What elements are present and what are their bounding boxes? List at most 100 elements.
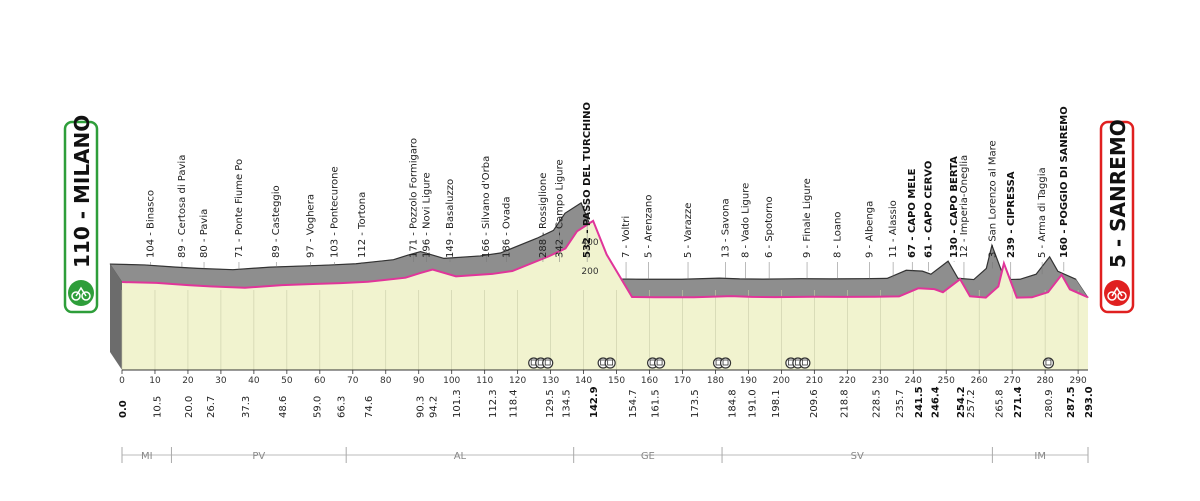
finish-label: 5 - SANREMO [1106, 119, 1130, 268]
x-tick-label: 80 [380, 376, 392, 386]
waypoint-km-label: 48.6 [278, 396, 289, 418]
wheel-icon [81, 291, 91, 301]
waypoint-name-label: 71 - Ponte Fiume Po [234, 159, 245, 258]
icon-detail [607, 359, 614, 366]
waypoint-name-label: 166 - Silvano d'Orba [481, 156, 492, 258]
wheel-icon [1117, 291, 1127, 301]
waypoint-km-label: 118.4 [508, 389, 519, 418]
waypoint-km-label: 287.5 [1066, 386, 1077, 418]
elev-tick-label: 400 [581, 238, 598, 248]
x-tick-label: 120 [509, 376, 526, 386]
x-tick-label: 0 [119, 376, 125, 386]
waypoint-name-label: 196 - Novi Ligure [422, 172, 433, 258]
waypoint-name-label: 5 - Arma di Taggia [1037, 167, 1048, 258]
waypoint-km-label: 265.8 [994, 389, 1005, 418]
waypoint-km-label: 191.0 [748, 389, 759, 418]
feed-zone-icon [719, 357, 732, 369]
province-label: IM [1034, 451, 1046, 462]
x-tick-label: 240 [905, 376, 922, 386]
start-bike-icon [68, 280, 94, 306]
waypoint-km-label: 241.5 [914, 386, 925, 418]
finish-box [1099, 120, 1135, 314]
x-tick-label: 280 [1037, 376, 1054, 386]
waypoint-name-label: 532 - PASSO DEL TURCHINO [582, 102, 593, 258]
waypoint-name-label: 89 - Casteggio [271, 185, 282, 258]
x-tick-label: 290 [1070, 376, 1087, 386]
waypoint-km-label: 173.5 [690, 389, 701, 418]
x-tick-label: 50 [281, 376, 293, 386]
waypoint-name-label: 186 - Ovada [501, 197, 512, 258]
waypoint-km-label: 0.0 [118, 400, 129, 418]
waypoint-name-label: 12 - Imperia-Oneglia [959, 155, 970, 258]
waypoint-km-label: 59.0 [313, 396, 324, 418]
x-tick-label: 160 [641, 376, 658, 386]
finish-bike-icon [1104, 280, 1130, 306]
x-tick-label: 150 [608, 376, 625, 386]
waypoint-km-label: 257.2 [966, 389, 977, 418]
waypoint-km-label: 134.5 [561, 389, 572, 418]
waypoint-km-label: 90.3 [416, 396, 427, 418]
waypoint-km-label: 142.9 [589, 386, 600, 418]
x-tick-label: 180 [707, 376, 724, 386]
start-box [63, 120, 99, 314]
x-tick-label: 140 [575, 376, 592, 386]
route-line [121, 219, 1089, 299]
waypoint-name-label: 5 - Varazze [683, 203, 694, 258]
waypoint-km-label: 246.4 [930, 386, 941, 418]
waypoint-km-label: 74.6 [364, 396, 375, 418]
frame-icon [1111, 286, 1123, 297]
waypoint-km-label: 20.0 [184, 396, 195, 418]
x-tick-label: 90 [413, 376, 425, 386]
x-tick-label: 60 [314, 376, 326, 386]
icon-detail [722, 359, 729, 366]
waypoint-km-label: 26.7 [206, 396, 217, 418]
waypoint-km-label: 254.2 [956, 386, 967, 418]
waypoint-km-label: 198.1 [771, 389, 782, 418]
waypoint-km-label: 293.0 [1084, 386, 1095, 418]
x-tick-label: 260 [971, 376, 988, 386]
waypoint-km-label: 101.3 [452, 389, 463, 418]
waypoint-km-label: 209.6 [809, 389, 820, 418]
x-tick-label: 30 [215, 376, 227, 386]
province-label: MI [141, 451, 153, 462]
waypoint-name-label: 9 - Finale Ligure [802, 178, 813, 258]
waypoint-km-label: 280.9 [1044, 389, 1055, 418]
icon-detail [656, 359, 663, 366]
x-tick-label: 40 [248, 376, 260, 386]
waypoint-km-label: 271.4 [1013, 386, 1024, 418]
waypoint-name-label: 288 - Rossiglione [538, 173, 549, 258]
feed-zone-icon [1042, 357, 1055, 369]
waypoint-km-label: 129.5 [545, 389, 556, 418]
waypoint-km-label: 161.5 [650, 389, 661, 418]
province-label: AL [454, 451, 467, 462]
province-label: SV [851, 451, 864, 462]
waypoint-name-label: 342 - Campo Ligure [554, 159, 565, 258]
x-tick-label: 230 [872, 376, 889, 386]
x-tick-label: 170 [674, 376, 691, 386]
icon-detail [544, 359, 551, 366]
waypoint-km-label: 94.2 [429, 396, 440, 418]
province-label: PV [252, 451, 265, 462]
waypoint-km-label: 218.8 [839, 389, 850, 418]
waypoint-name-label: 8 - Vado Ligure [741, 183, 752, 258]
waypoint-km-label: 154.7 [628, 389, 639, 418]
profile-front-face [122, 220, 1088, 370]
waypoint-name-label: 6 - Spotorno [764, 196, 775, 258]
feed-zone-icon [799, 357, 811, 369]
x-tick-label: 10 [149, 376, 161, 386]
x-tick-label: 270 [1004, 376, 1021, 386]
x-tick-label: 100 [443, 376, 460, 386]
waypoint-name-label: 8 - Loano [832, 212, 843, 258]
waypoint-km-label: 10.5 [153, 396, 164, 418]
waypoint-name-label: 149 - Basaluzzo [445, 179, 456, 258]
profile-left-face [110, 264, 122, 370]
feed-zone-icon [604, 357, 616, 369]
waypoint-name-label: 67 - CAPO MELE [907, 168, 918, 258]
wheel-icon [71, 291, 81, 301]
x-tick-label: 200 [773, 376, 790, 386]
x-tick-label: 70 [347, 376, 359, 386]
wheel-icon [1107, 291, 1117, 301]
feed-zone-icon [542, 357, 554, 369]
